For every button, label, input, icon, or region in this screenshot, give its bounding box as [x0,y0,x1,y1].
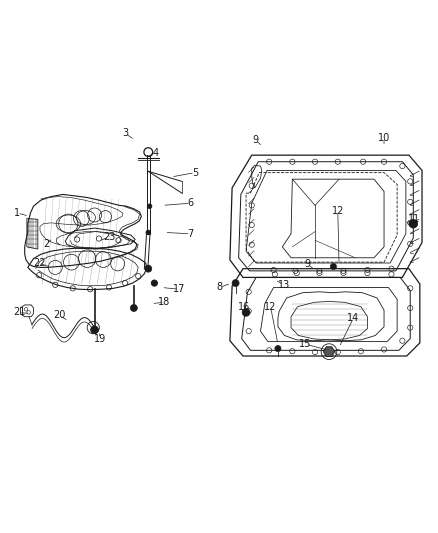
Circle shape [242,309,250,316]
Text: 17: 17 [173,284,185,294]
Circle shape [275,345,281,352]
Text: 4: 4 [152,148,159,158]
Text: 20: 20 [53,310,66,320]
Circle shape [409,220,418,228]
Text: 9: 9 [252,135,258,145]
Text: 13: 13 [278,280,290,290]
Text: 7: 7 [187,229,194,239]
Text: 12: 12 [264,302,277,312]
Text: 1: 1 [14,208,20,218]
Circle shape [148,204,152,208]
Text: 3: 3 [122,128,128,139]
Text: 22: 22 [33,258,46,268]
Circle shape [91,326,99,334]
Text: 2: 2 [43,239,49,249]
Text: 18: 18 [158,297,170,308]
Text: 8: 8 [217,282,223,293]
Text: 6: 6 [187,198,194,208]
Text: 21: 21 [13,308,25,317]
Polygon shape [323,347,335,357]
Text: 23: 23 [103,232,115,242]
Circle shape [145,265,152,272]
Text: 19: 19 [94,334,106,344]
Text: 9: 9 [304,260,311,269]
Text: 15: 15 [299,339,311,349]
Text: 10: 10 [378,133,390,143]
Circle shape [146,230,150,235]
Circle shape [131,304,138,311]
Circle shape [151,280,157,286]
Text: 11: 11 [408,214,420,224]
Circle shape [330,263,336,270]
Text: 14: 14 [347,313,360,323]
Text: 12: 12 [332,206,344,216]
Text: 5: 5 [192,168,198,177]
Text: 16: 16 [238,302,251,312]
Circle shape [232,280,239,287]
